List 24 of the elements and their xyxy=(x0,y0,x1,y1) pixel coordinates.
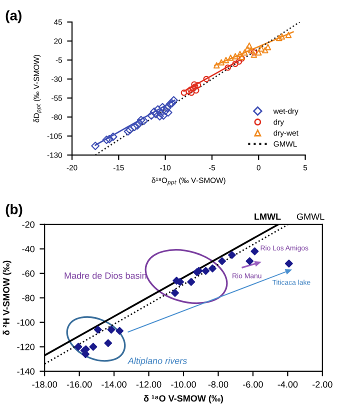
x-tick-label: -8.00 xyxy=(208,381,228,388)
y-axis-title: δ ²H V-SMOW (‰) xyxy=(2,260,12,336)
x-tick-label: -10.00 xyxy=(171,381,196,388)
y-tick-label: -80 xyxy=(22,294,35,302)
x-tick-label: -12.00 xyxy=(136,381,162,388)
series-label: LMWL xyxy=(254,214,281,220)
chart-title: (a) xyxy=(6,10,22,24)
x-tick-label: -18.00 xyxy=(32,381,58,388)
x-tick-label: -6.00 xyxy=(243,381,263,388)
y-tick-label: -120 xyxy=(17,344,35,350)
annotation: Madre de Dios basin xyxy=(64,272,146,279)
x-tick-label: -16.00 xyxy=(66,381,92,388)
y-tick-label: -140 xyxy=(17,368,35,375)
y-tick-label: -100 xyxy=(17,319,35,326)
x-tick-label: -14.00 xyxy=(102,381,126,388)
x-axis-title: δ ¹⁸O V-SMOW (‰) xyxy=(144,394,224,404)
chart-title: (b) xyxy=(6,204,22,217)
y-tick-label: -40 xyxy=(22,246,35,252)
y-tick-label: -20 xyxy=(22,221,35,228)
x-tick-label: -4.00 xyxy=(278,381,298,388)
x-tick-label: -2.00 xyxy=(312,381,332,388)
annotation: Altiplano rivers xyxy=(127,357,187,366)
y-tick-label: -60 xyxy=(22,270,35,277)
series-label: GMWL xyxy=(297,213,324,220)
